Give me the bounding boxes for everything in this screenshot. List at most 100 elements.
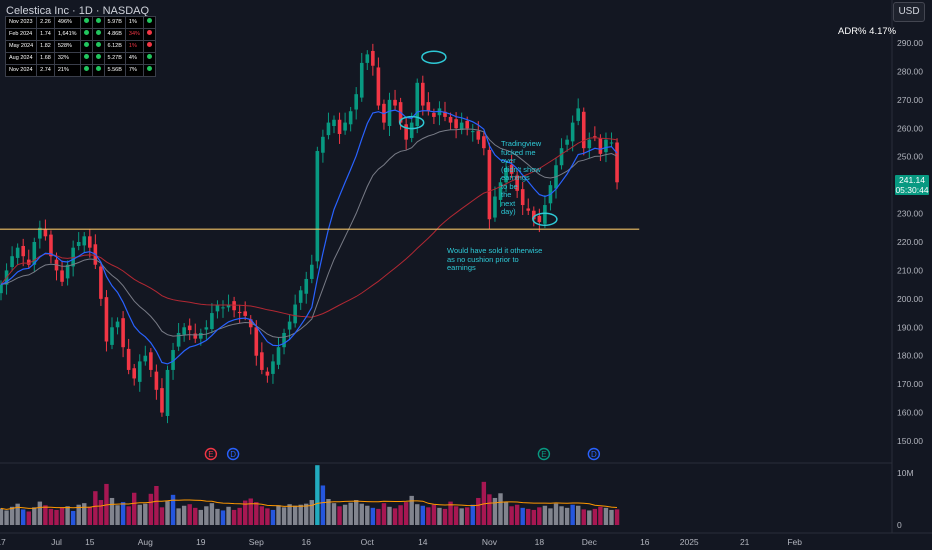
candle-body (598, 138, 603, 154)
earnings-cell: 1.82 (36, 40, 55, 53)
volume-bar (209, 503, 215, 525)
candle-body (359, 62, 364, 98)
candle-body (232, 301, 236, 311)
volume-bar (320, 485, 326, 525)
volume-bar (43, 505, 48, 525)
annotation-line: (didn't show (501, 164, 541, 174)
candle-body (532, 210, 536, 220)
earnings-cell: 6.12B (103, 40, 126, 53)
volume-bar (198, 509, 203, 525)
earnings-cell: Aug 2024 (4, 52, 38, 65)
event-marker-icon[interactable] (226, 447, 240, 461)
candle-body (160, 388, 164, 413)
ma-mid-line (0, 128, 618, 339)
volume-bar (609, 509, 614, 525)
volume-bar (4, 510, 9, 525)
earnings-cell: 5.27B (103, 52, 126, 65)
volume-bar (170, 494, 176, 525)
candle-body (226, 304, 231, 308)
candle-body (121, 318, 125, 348)
volume-bar (9, 506, 15, 525)
volume-bar (220, 510, 226, 525)
earnings-cell: 2.74 (36, 64, 55, 77)
candle-body (243, 311, 247, 316)
x-tick-label: Sep (249, 537, 264, 547)
x-tick-label: 19 (196, 537, 206, 547)
volume-bar (476, 497, 481, 525)
y-tick-label: 150.00 (897, 436, 923, 446)
earnings-cell (91, 16, 105, 29)
candle-body (265, 371, 270, 376)
x-tick-label: 14 (418, 537, 428, 547)
event-marker-icon[interactable] (587, 447, 601, 461)
volume-bar (287, 504, 292, 525)
bar-countdown: 05:30:44 (895, 185, 929, 195)
volume-bar (442, 508, 448, 525)
volume-bar (553, 503, 559, 525)
candle-body (615, 142, 619, 183)
earnings-cell (142, 28, 156, 41)
volume-bar (193, 507, 198, 525)
x-tick-label: Aug (138, 537, 153, 547)
candle-body (315, 151, 320, 262)
volume-bar (398, 505, 403, 525)
volume-bar (21, 509, 26, 525)
candle-body (304, 278, 309, 294)
volume-bar (281, 507, 287, 525)
event-marker-icon[interactable] (204, 447, 218, 461)
volume-bar (26, 511, 31, 525)
earnings-cell: Nov 2024 (4, 64, 38, 77)
candle-body (465, 120, 469, 129)
volume-bar (359, 503, 364, 525)
candle-body (387, 99, 392, 127)
candle-body (60, 270, 64, 282)
earnings-cell: 32% (53, 52, 81, 65)
candle-body (210, 313, 214, 329)
candle-body (204, 327, 209, 330)
earnings-cell (142, 40, 156, 53)
volume-bar (570, 504, 575, 525)
volume-bar (487, 494, 492, 525)
event-marker-icon[interactable] (537, 447, 551, 461)
annotation-line: Would have sold it otherwise (447, 246, 543, 255)
event-marker-E: E (204, 447, 218, 461)
volume-bar (254, 502, 259, 525)
earnings-cell: May 2024 (4, 40, 38, 53)
candle-body (404, 124, 408, 140)
volume-bar (520, 507, 525, 525)
y-tick-label: 200.00 (897, 294, 923, 304)
x-tick-label: 16 (640, 537, 650, 547)
candle-body (326, 122, 331, 136)
volume-bar (448, 501, 453, 525)
y-tick-label: 280.00 (897, 66, 923, 76)
event-marker-label: E (541, 450, 546, 459)
volume-tick-label: 0 (897, 520, 902, 530)
annotation-tradingview-note: Tradingview fucked me over (didn't show earn… (501, 139, 541, 217)
candle-body (498, 182, 503, 200)
event-marker-D: D (587, 447, 601, 461)
y-tick-label: 170.00 (897, 379, 923, 389)
candle-body (115, 321, 120, 328)
annotation-line: next (501, 198, 516, 208)
volume-bar (243, 500, 248, 525)
volume-bar (598, 506, 603, 525)
volume-bar (337, 506, 342, 525)
volume-bar (226, 506, 231, 525)
earnings-cell (91, 64, 105, 77)
red-dot-icon (146, 42, 152, 47)
volume-bar (87, 506, 92, 525)
volume-bar (431, 504, 437, 525)
volume-bar (165, 501, 170, 525)
candle-body (432, 112, 436, 117)
volume-bar (387, 506, 392, 525)
y-tick-label: 220.00 (897, 237, 923, 247)
currency-button[interactable]: USD (893, 2, 925, 22)
green-dot-icon (146, 18, 152, 23)
volume-bar (148, 493, 154, 525)
candle-body (143, 355, 148, 362)
volume-bar (259, 506, 265, 525)
candle-body (21, 245, 25, 257)
candle-body (10, 256, 14, 268)
candle-body (71, 247, 75, 267)
